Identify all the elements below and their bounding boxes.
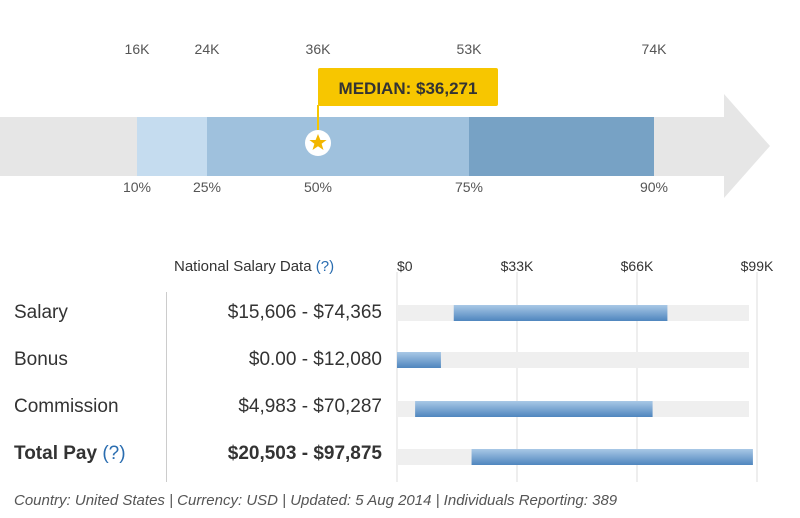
row-label-total-pay: Total Pay (?) — [14, 443, 126, 465]
bottom-tick-label: 75% — [455, 179, 483, 195]
top-tick-labels: 16K 24K 36K 53K 74K — [125, 41, 668, 57]
bottom-tick-label: 90% — [640, 179, 668, 195]
row-range-bonus: $0.00 - $12,080 — [248, 349, 382, 370]
top-tick-label: 24K — [195, 41, 221, 57]
header-help-link[interactable]: (?) — [315, 258, 335, 275]
axis-tick-label: $99K — [741, 258, 774, 274]
bonus-range-bar — [397, 352, 441, 368]
bar-fills — [397, 305, 753, 465]
bottom-tick-labels: 10% 25% 50% 75% 90% — [123, 179, 668, 195]
table-header: National Salary Data (?) — [174, 258, 334, 275]
salary-table: National Salary Data (?) Salary $15,606 … — [0, 240, 800, 490]
row-label-commission: Commission — [14, 396, 119, 417]
pay-range-bar-chart: $0 $33K $66K $99K — [396, 258, 774, 482]
total-pay-label: Total Pay — [14, 443, 98, 464]
top-tick-label: 74K — [642, 41, 668, 57]
median-marker: MEDIAN: $36,271 — [305, 68, 498, 156]
salary-distribution-chart: 16K 24K 36K 53K 74K 10% 25% 50% 75% 90% MEDIAN: … — [0, 41, 770, 198]
band-p10-p25 — [137, 117, 207, 176]
median-tooltip — [318, 68, 498, 106]
salary-range-bar — [453, 305, 668, 321]
top-tick-label: 53K — [457, 41, 483, 57]
band-p75-p90 — [469, 117, 654, 176]
table-header-label: National Salary Data — [174, 258, 312, 275]
row-range-commission: $4,983 - $70,287 — [238, 396, 382, 417]
total-pay-range-bar — [471, 449, 753, 465]
bar-axis-ticks: $0 $33K $66K $99K — [397, 258, 774, 274]
commission-range-bar — [415, 401, 653, 417]
top-tick-label: 16K — [125, 41, 151, 57]
axis-tick-label: $66K — [621, 258, 654, 274]
percentile-bands — [137, 117, 654, 176]
column-divider — [166, 292, 167, 482]
bar-tracks — [397, 305, 749, 465]
bottom-tick-label: 50% — [304, 179, 332, 195]
median-star-icon — [309, 134, 327, 150]
total-pay-help-link[interactable]: (?) — [102, 443, 126, 464]
bottom-tick-label: 25% — [193, 179, 221, 195]
axis-tick-label: $33K — [501, 258, 534, 274]
row-label-bonus: Bonus — [14, 349, 68, 370]
row-range-total-pay: $20,503 - $97,875 — [227, 443, 382, 464]
median-label: MEDIAN: $36,271 — [339, 79, 478, 98]
band-p25-p75 — [207, 117, 469, 176]
axis-tick-label: $0 — [397, 258, 413, 274]
top-tick-label: 36K — [306, 41, 332, 57]
footer-meta: Country: United States | Currency: USD |… — [14, 492, 618, 509]
bottom-tick-label: 10% — [123, 179, 151, 195]
row-range-salary: $15,606 - $74,365 — [227, 302, 382, 323]
row-label-salary: Salary — [14, 302, 68, 323]
bar-track — [397, 352, 749, 368]
